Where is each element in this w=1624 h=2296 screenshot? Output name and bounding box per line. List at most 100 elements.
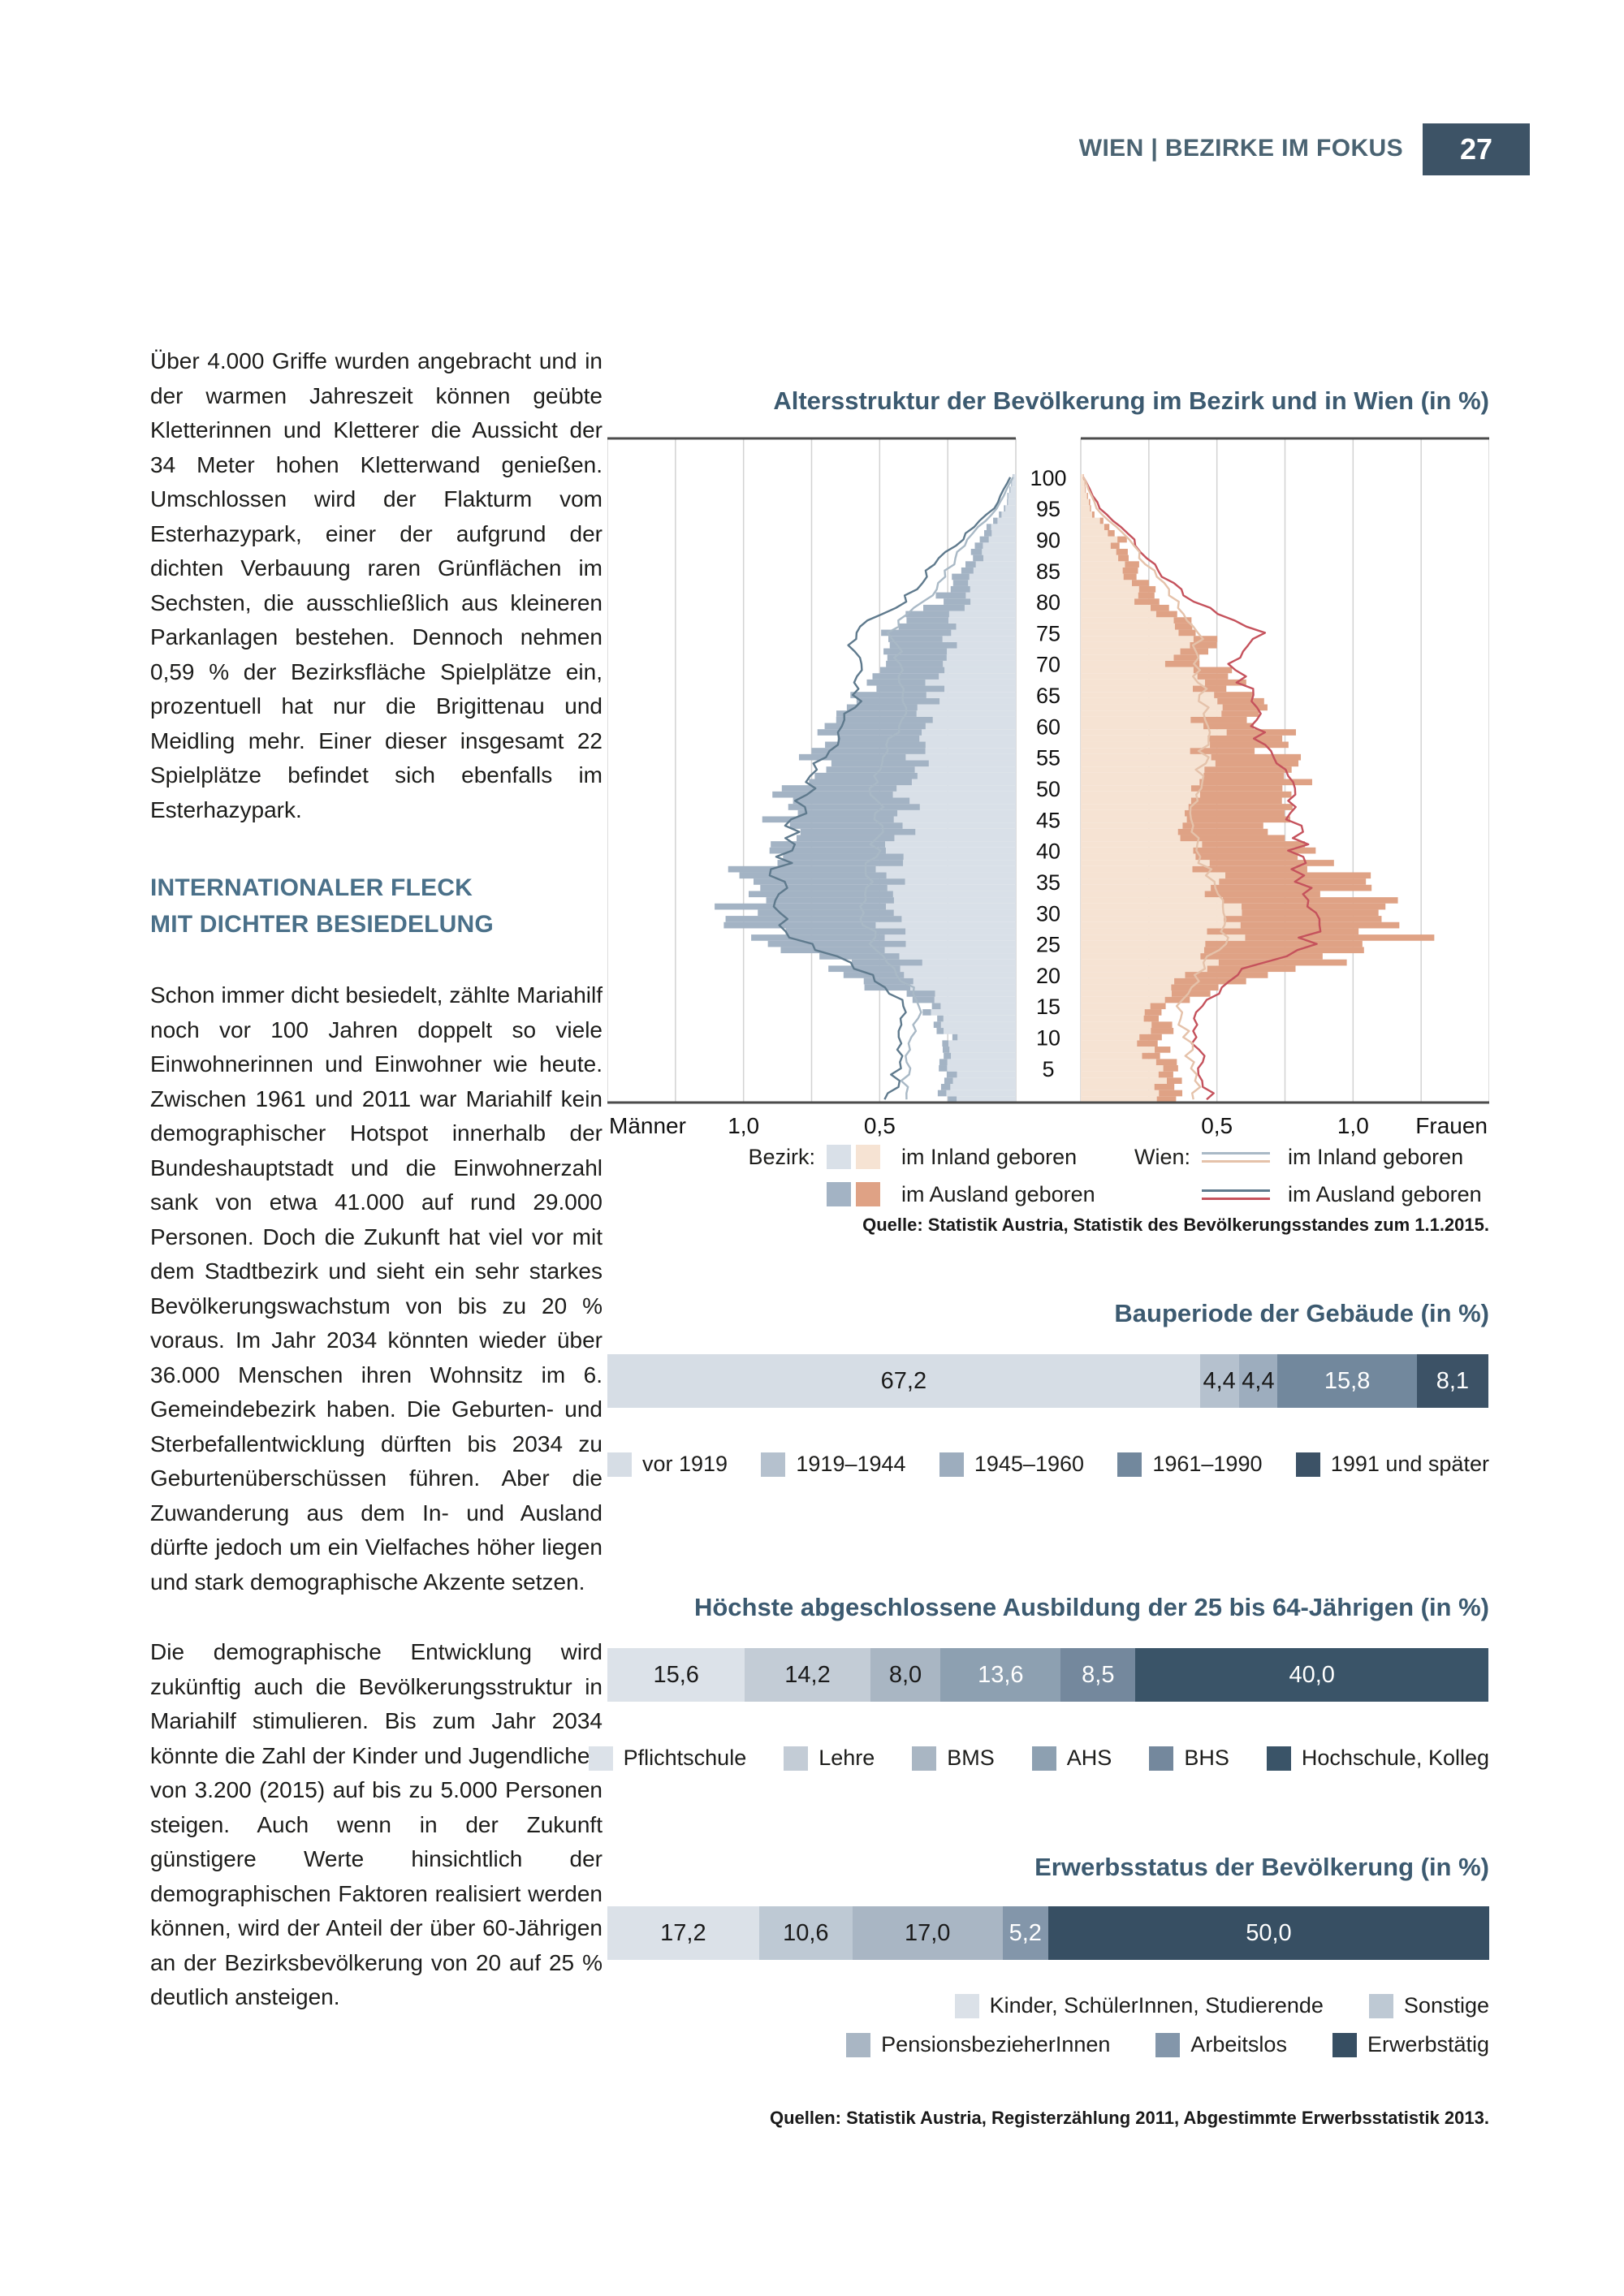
- bar-women-inland: [1081, 636, 1194, 642]
- bar-women-inland: [1081, 853, 1196, 861]
- bar-women-inland: [1081, 760, 1216, 767]
- bar-men-inland: [991, 524, 1016, 530]
- pyramid-legend: Bezirk: im Inland geboren Wien: im Inlan…: [607, 1138, 1489, 1213]
- legend-item: 1945–1960: [939, 1452, 1084, 1477]
- bar-men-inland: [932, 716, 1016, 723]
- bar-men-ausland: [986, 524, 991, 530]
- line-swatch-wien-ausland-male: [1202, 1189, 1270, 1192]
- bar-women-inland: [1081, 1090, 1160, 1097]
- bar-men-ausland: [876, 685, 945, 693]
- bar-men-inland: [947, 1059, 1016, 1066]
- bar-men-ausland: [946, 1071, 957, 1078]
- bar-women-ausland: [1085, 486, 1086, 493]
- bar-men-inland: [944, 1028, 1016, 1034]
- bar-men-ausland: [872, 673, 939, 680]
- bar-men-inland: [900, 965, 1016, 973]
- bar-segment-pensionsbezieherinnen: 17,0: [852, 1906, 1003, 1960]
- bar-men-ausland: [1004, 505, 1006, 511]
- bar-women-inland: [1081, 1065, 1164, 1072]
- bar-women-inland: [1081, 791, 1200, 798]
- bar-segment-bhs: 8,5: [1060, 1648, 1136, 1702]
- bar-men-inland: [899, 953, 1016, 960]
- bar-men-inland: [991, 529, 1016, 537]
- bar-men-ausland: [973, 555, 984, 562]
- bar-women-inland: [1081, 474, 1083, 481]
- bar-women-ausland: [1204, 766, 1292, 773]
- bar-women-inland: [1081, 996, 1165, 1003]
- bar-women-inland: [1081, 1015, 1144, 1022]
- bar-men-inland: [925, 679, 1016, 686]
- bar-women-ausland: [1245, 934, 1435, 941]
- bar-men-inland: [931, 1009, 1016, 1016]
- bar-women-ausland: [1241, 903, 1386, 910]
- bar-women-inland: [1081, 1059, 1156, 1066]
- bar-men-ausland: [789, 822, 903, 829]
- bar-men-ausland: [1007, 492, 1009, 499]
- bar-men-inland: [951, 629, 1016, 637]
- age-label: 100: [1030, 466, 1066, 490]
- bar-men-ausland: [952, 573, 970, 580]
- legend-label: Sonstige: [1403, 1993, 1489, 2018]
- bar-women-ausland: [1151, 1021, 1173, 1029]
- age-label: 85: [1036, 559, 1060, 584]
- bar-segment-ahs: 13,6: [940, 1648, 1061, 1702]
- bar-men-ausland: [863, 978, 914, 985]
- legend-item: Hochschule, Kolleg: [1266, 1746, 1489, 1771]
- legend-swatch: [939, 1452, 964, 1477]
- bar-women-ausland: [1203, 772, 1285, 779]
- bar-men-ausland: [758, 909, 894, 917]
- bar-women-inland: [1081, 797, 1191, 805]
- bar-women-ausland: [1084, 480, 1086, 487]
- bar-women-ausland: [1158, 1071, 1173, 1078]
- bar-men-ausland: [766, 897, 894, 904]
- legend-label: Pflichtschule: [623, 1746, 747, 1770]
- legend-item: Kinder, SchülerInnen, Studierende: [954, 1993, 1324, 2018]
- line-wien-men-ausland: [768, 477, 1012, 1100]
- bar-women-inland: [1081, 585, 1139, 593]
- bar-women-inland: [1081, 498, 1090, 506]
- bar-women-inland: [1081, 953, 1201, 960]
- bar-women-ausland: [1215, 760, 1299, 767]
- bar-men-inland: [970, 598, 1016, 605]
- bar-women-ausland: [1134, 598, 1160, 605]
- legend-swatch: [912, 1746, 937, 1771]
- legend-item: AHS: [1031, 1746, 1112, 1771]
- bar-men-ausland: [984, 529, 992, 537]
- bar-women-inland: [1081, 847, 1194, 854]
- bar-segment-erwerbst-tig: 50,0: [1047, 1906, 1489, 1960]
- age-label: 60: [1036, 714, 1060, 739]
- bar-men-inland: [950, 1084, 1016, 1090]
- bar-women-inland: [1081, 865, 1193, 873]
- bar-men-ausland: [728, 865, 876, 873]
- bar-women-inland: [1081, 872, 1226, 879]
- bar-men-ausland: [974, 542, 983, 549]
- bar-men-inland: [887, 884, 1016, 891]
- bar-segment-hochschule-kolleg: 40,0: [1135, 1648, 1488, 1702]
- page-number: 27: [1459, 132, 1493, 166]
- bar-segment-bms: 8,0: [870, 1648, 941, 1702]
- bar-men-inland: [940, 1003, 1016, 1010]
- bar-women-ausland: [1207, 735, 1283, 742]
- age-label: 5: [1042, 1057, 1054, 1081]
- bar-women-inland: [1081, 804, 1189, 810]
- bar-men-ausland: [944, 598, 971, 605]
- bar-women-inland: [1081, 617, 1174, 624]
- bar-women-ausland: [1204, 891, 1320, 898]
- bar-men-ausland: [881, 629, 952, 637]
- bar-women-ausland: [1177, 828, 1268, 835]
- bar-women-ausland: [1099, 517, 1104, 524]
- bar-men-ausland: [952, 580, 969, 586]
- bar-women-ausland: [1167, 1077, 1182, 1085]
- bar-women-inland: [1081, 965, 1207, 973]
- bar-men-ausland: [935, 592, 966, 599]
- bar-men-ausland: [931, 1003, 941, 1010]
- age-label: 80: [1036, 590, 1060, 615]
- age-label: 65: [1036, 684, 1060, 708]
- bar-women-ausland: [1185, 972, 1268, 978]
- bar-men-inland: [885, 847, 1016, 854]
- bar-women-inland: [1081, 654, 1174, 661]
- legend-label: Kinder, SchülerInnen, Studierende: [989, 1993, 1324, 2018]
- bar-women-inland: [1081, 779, 1200, 786]
- bar-women-inland: [1081, 748, 1190, 754]
